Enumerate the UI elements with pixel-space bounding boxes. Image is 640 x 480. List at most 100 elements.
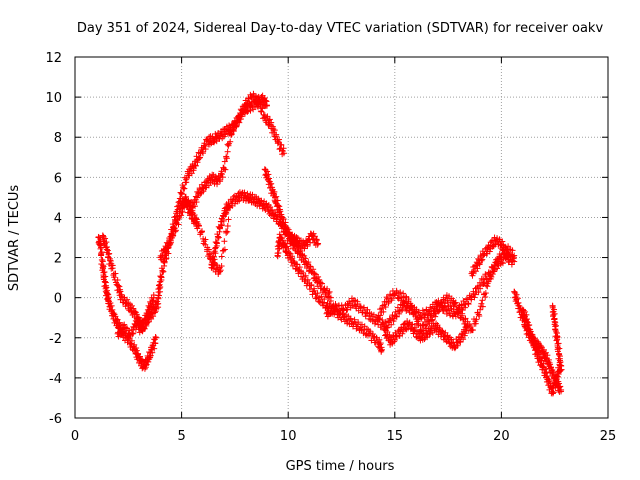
data-point-plus <box>112 270 119 277</box>
data-point-plus <box>128 302 135 309</box>
data-point-plus <box>139 328 146 335</box>
data-point-plus <box>200 150 207 157</box>
data-point-plus <box>150 297 157 304</box>
data-point-plus <box>180 185 187 192</box>
data-point-plus <box>282 219 289 226</box>
data-point-plus <box>157 283 164 290</box>
data-point-plus <box>304 276 311 283</box>
y-tick-label: 0 <box>54 292 62 307</box>
data-point-plus <box>152 308 159 315</box>
data-point-plus <box>116 283 123 290</box>
data-point-plus <box>280 150 287 157</box>
data-point-plus <box>129 330 136 337</box>
data-point-plus <box>236 119 243 126</box>
data-point-plus <box>172 220 179 227</box>
data-point-plus <box>115 282 122 289</box>
data-point-plus <box>209 133 216 140</box>
data-point-plus <box>195 222 202 229</box>
data-point-plus <box>257 108 264 115</box>
x-axis-label: GPS time / hours <box>286 459 395 474</box>
data-point-plus <box>351 316 358 323</box>
data-point-plus <box>266 116 273 123</box>
data-point-plus <box>308 282 315 289</box>
data-point-plus <box>355 320 362 327</box>
data-point-plus <box>225 216 232 223</box>
data-point-plus <box>197 190 204 197</box>
data-point-plus <box>228 131 235 138</box>
data-point-plus <box>224 228 231 235</box>
data-point-plus <box>313 237 320 244</box>
data-point-plus <box>556 351 563 358</box>
data-point-plus <box>274 140 281 147</box>
data-point-plus <box>211 139 218 146</box>
data-point-plus <box>172 227 179 234</box>
data-point-plus <box>228 131 235 138</box>
y-tick-label: -6 <box>49 412 62 427</box>
x-tick-labels: 0 5 10 15 20 25 <box>71 429 616 444</box>
data-point-plus <box>202 236 209 243</box>
data-point-plus <box>108 302 115 309</box>
data-point-plus <box>234 193 241 200</box>
data-point-plus <box>305 235 312 242</box>
data-point-plus <box>376 336 383 343</box>
data-point-plus <box>106 250 113 257</box>
data-point-plus <box>227 138 234 145</box>
data-point-plus <box>224 207 231 214</box>
data-point-plus <box>193 199 200 206</box>
data-point-plus <box>301 245 308 252</box>
data-point-plus <box>232 122 239 129</box>
data-point-plus <box>105 251 112 258</box>
data-point-plus <box>192 203 199 210</box>
data-point-plus <box>159 269 166 276</box>
x-tick-label: 20 <box>493 429 510 444</box>
data-point-plus <box>145 358 152 365</box>
data-point-plus <box>133 344 140 351</box>
data-point-plus <box>211 256 218 263</box>
data-point-plus <box>286 250 293 257</box>
data-point-plus <box>178 212 185 219</box>
data-point-plus <box>206 251 213 258</box>
data-point-plus <box>98 250 105 257</box>
data-point-plus <box>331 309 338 316</box>
data-point-plus <box>293 261 300 268</box>
data-point-plus <box>107 255 114 262</box>
data-point-plus <box>312 233 319 240</box>
data-point-plus <box>205 182 212 189</box>
data-point-plus <box>377 340 384 347</box>
data-point-plus <box>130 305 137 312</box>
y-tick-label: -4 <box>49 372 62 387</box>
data-point-plus <box>136 353 143 360</box>
data-point-plus <box>268 119 275 126</box>
data-point-plus <box>153 334 160 341</box>
data-point-plus <box>101 269 108 276</box>
data-point-plus <box>109 306 116 313</box>
data-point-plus <box>183 197 190 204</box>
data-point-plus <box>218 221 225 228</box>
data-point-plus <box>140 324 147 331</box>
data-point-plus <box>217 178 224 185</box>
data-point-plus <box>117 286 124 293</box>
data-point-plus <box>309 232 316 239</box>
plot-frame <box>74 56 609 419</box>
data-point-plus <box>367 328 374 335</box>
data-point-plus <box>121 321 128 328</box>
data-point-plus <box>167 240 174 247</box>
data-point-plus <box>214 234 221 241</box>
data-point-plus <box>102 273 109 280</box>
data-point-plus <box>212 250 219 257</box>
data-point-plus <box>219 171 226 178</box>
data-point-plus <box>168 239 175 246</box>
data-point-plus <box>221 246 228 253</box>
data-point-plus <box>289 253 296 260</box>
data-point-plus <box>183 179 190 186</box>
data-point-plus <box>550 311 557 318</box>
data-point-plus <box>300 269 307 276</box>
data-point-plus <box>318 280 325 287</box>
data-point-plus <box>201 142 208 149</box>
data-point-plus <box>379 346 386 353</box>
data-point-plus <box>347 315 354 322</box>
data-point-plus <box>175 221 182 228</box>
data-point-plus <box>144 316 151 323</box>
data-point-plus <box>315 240 322 247</box>
data-point-plus <box>193 215 200 222</box>
